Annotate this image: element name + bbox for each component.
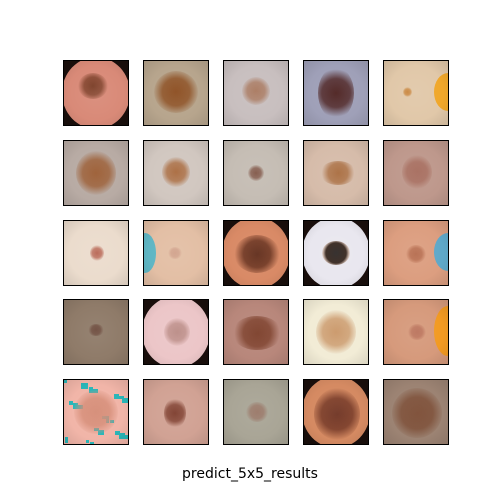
lesion-image-tile — [223, 140, 289, 206]
lesion — [403, 87, 412, 97]
lesion — [168, 247, 182, 259]
lesion-image-tile — [223, 60, 289, 126]
lesion — [314, 388, 360, 440]
lesion — [164, 398, 186, 428]
lesion — [164, 318, 190, 346]
artifact-patch — [144, 233, 156, 273]
figure-caption: predict_5x5_results — [182, 466, 318, 482]
lesion-image-tile — [63, 140, 129, 206]
lesion-image-tile — [143, 220, 209, 286]
lesion — [406, 245, 426, 263]
lesion-image-tile — [143, 379, 209, 445]
artifact-patch — [434, 73, 448, 111]
lesion-image-tile — [63, 220, 129, 286]
lesion-image-tile — [223, 379, 289, 445]
lesion — [76, 151, 116, 195]
lesion — [320, 161, 356, 185]
lesion — [318, 67, 354, 119]
lesion-image-tile — [303, 140, 369, 206]
lesion — [316, 310, 356, 354]
lesion-image-tile — [63, 379, 129, 445]
lesion-image-tile — [303, 379, 369, 445]
lesion-image-tile — [143, 140, 209, 206]
lesion — [90, 245, 104, 261]
lesion-image-tile — [383, 220, 449, 286]
lesion-image-tile — [383, 379, 449, 445]
lesion — [78, 73, 108, 99]
lesion-image-tile — [303, 60, 369, 126]
lesion-image-tile — [303, 220, 369, 286]
lesion — [322, 241, 350, 265]
lesion-image-tile — [303, 299, 369, 365]
lesion — [242, 77, 270, 105]
lesion — [154, 71, 198, 113]
lesion — [246, 402, 268, 422]
artifact-patch — [434, 306, 448, 356]
lesion-image-tile — [383, 299, 449, 365]
lesion — [392, 388, 442, 438]
lesion — [232, 316, 282, 350]
lesion-image-tile — [383, 60, 449, 126]
lesion — [402, 155, 432, 189]
lesion — [162, 157, 190, 187]
lesion-image-tile — [223, 220, 289, 286]
lesion — [234, 235, 280, 273]
lesion — [88, 324, 104, 336]
lesion — [408, 324, 426, 340]
lesion-image-tile — [143, 299, 209, 365]
lesion — [74, 390, 118, 434]
lesion-image-tile — [223, 299, 289, 365]
artifact-patch — [434, 233, 448, 271]
lesion-image-tile — [143, 60, 209, 126]
lesion — [248, 165, 264, 181]
image-grid — [63, 60, 449, 445]
lesion-image-tile — [63, 299, 129, 365]
lesion-image-tile — [383, 140, 449, 206]
lesion-image-tile — [63, 60, 129, 126]
